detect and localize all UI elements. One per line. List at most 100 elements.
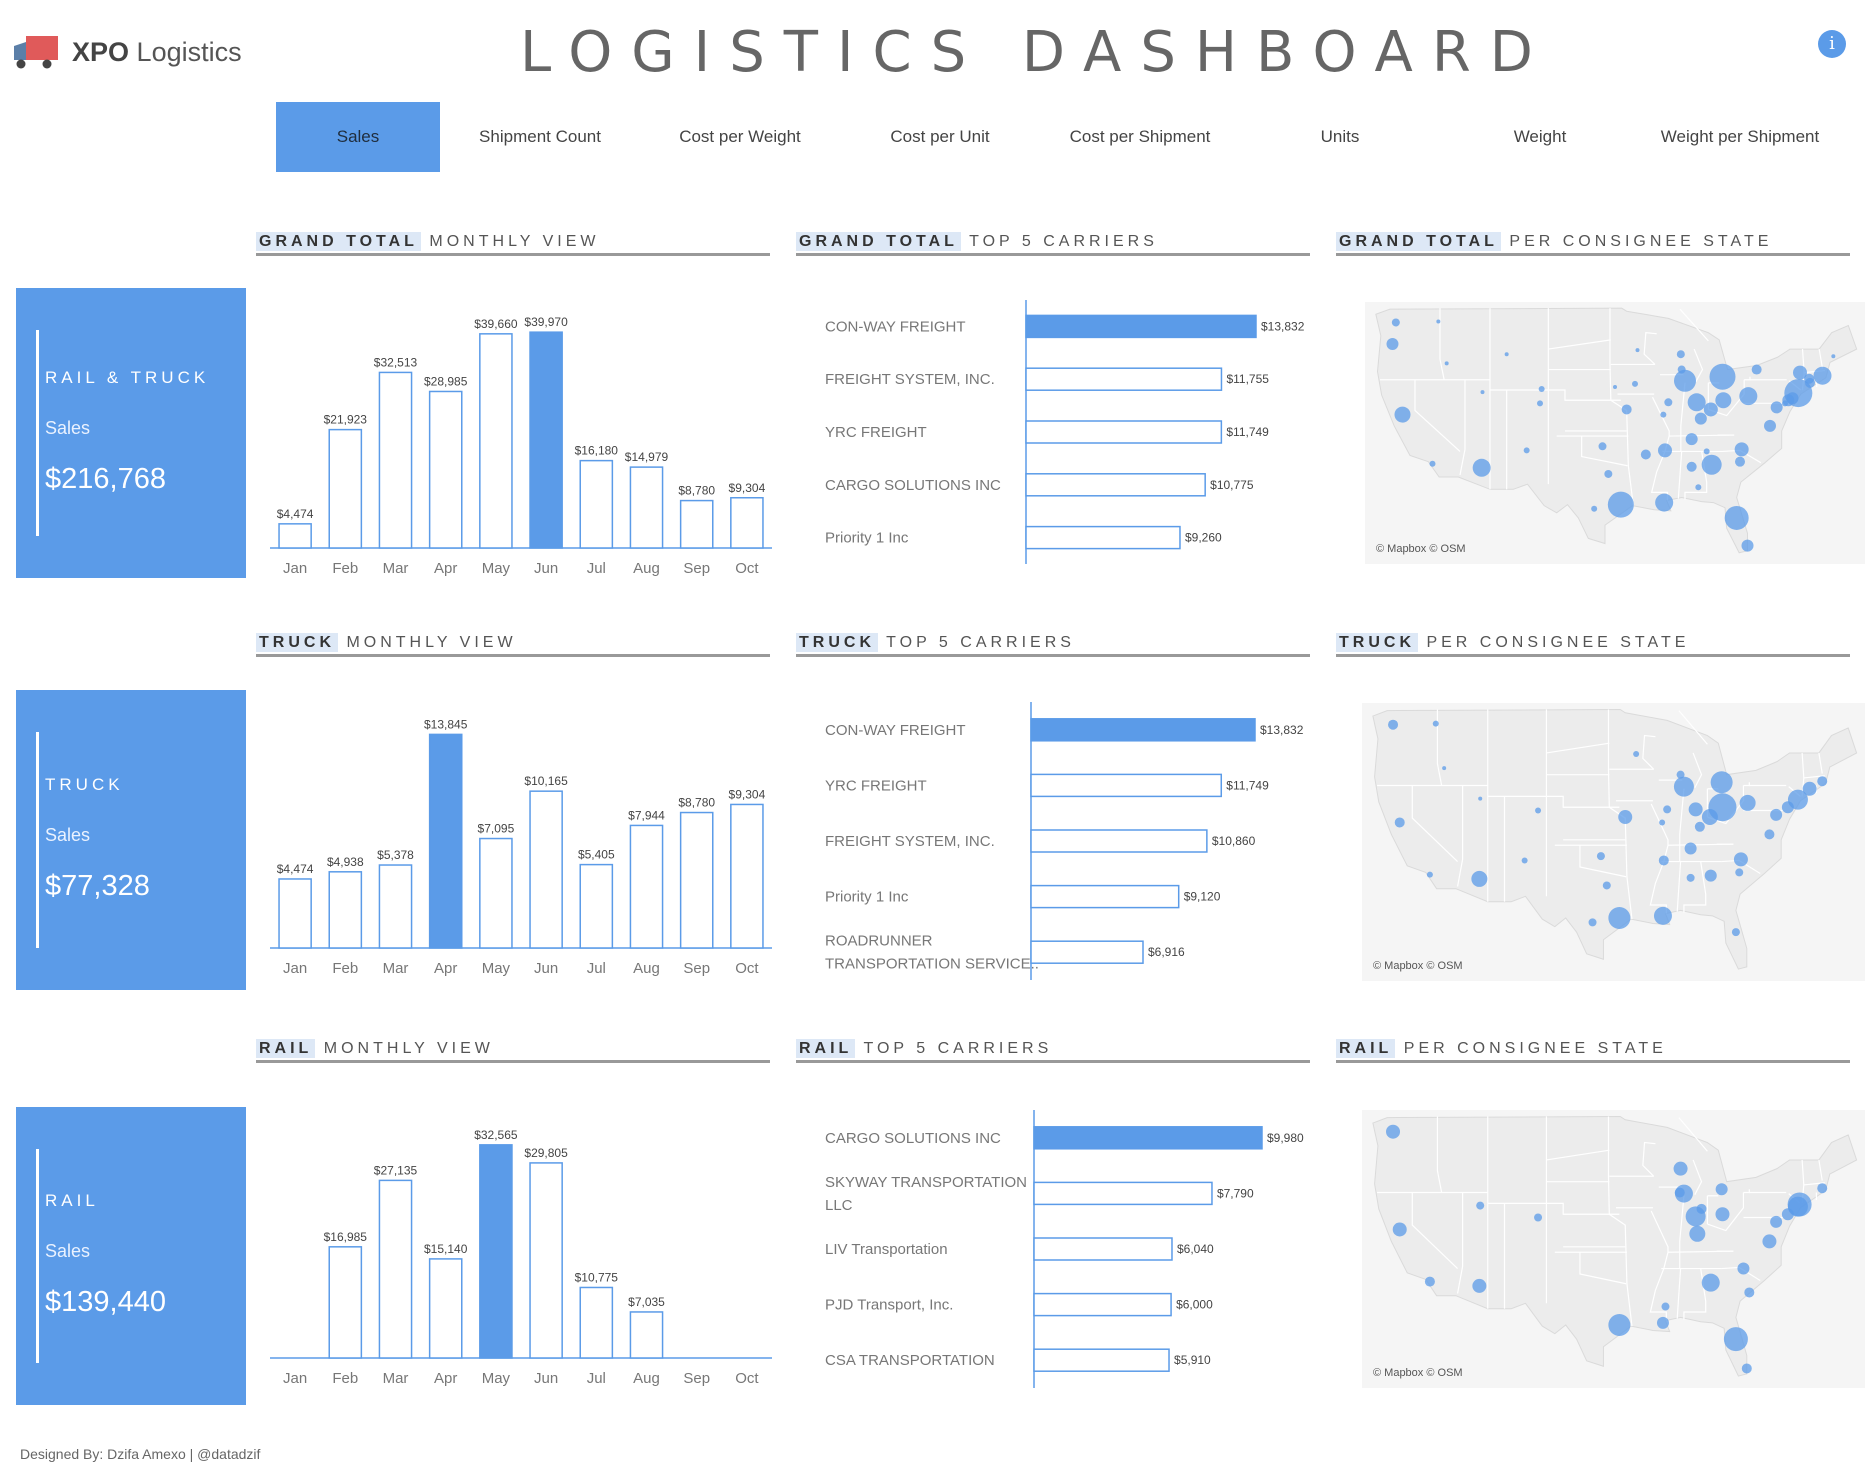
- state-bubble[interactable]: [1478, 796, 1483, 801]
- carrier-bar[interactable]: [1033, 1292, 1172, 1317]
- state-bubble[interactable]: [1596, 852, 1605, 861]
- state-bubble[interactable]: [1764, 419, 1776, 432]
- state-bubble[interactable]: [1715, 1183, 1728, 1196]
- state-bubble[interactable]: [1770, 401, 1783, 414]
- state-bubble[interactable]: [1817, 1183, 1828, 1194]
- tab-cost-per-unit[interactable]: Cost per Unit: [890, 127, 990, 146]
- state-bubble[interactable]: [1591, 505, 1598, 512]
- state-bubble[interactable]: [1618, 810, 1633, 825]
- bar-aug[interactable]: [629, 1311, 664, 1359]
- tab-sales[interactable]: Sales: [276, 102, 440, 172]
- state-bubble[interactable]: [1432, 720, 1439, 727]
- state-bubble[interactable]: [1388, 719, 1399, 730]
- state-bubble[interactable]: [1426, 871, 1433, 878]
- state-bubble[interactable]: [1476, 1201, 1485, 1210]
- state-bubble[interactable]: [1673, 1161, 1688, 1176]
- bar-may[interactable]: [479, 1144, 513, 1359]
- state-bubble[interactable]: [1688, 802, 1703, 817]
- state-bubble[interactable]: [1737, 1262, 1750, 1275]
- tab-units[interactable]: Units: [1320, 127, 1360, 146]
- state-bubble[interactable]: [1733, 852, 1748, 867]
- state-bubble[interactable]: [1701, 1273, 1720, 1292]
- state-bubble[interactable]: [1770, 1215, 1783, 1228]
- state-bubble[interactable]: [1442, 766, 1447, 771]
- state-bubble[interactable]: [1676, 350, 1685, 359]
- bar-oct[interactable]: [730, 497, 764, 549]
- carrier-bar[interactable]: [1030, 884, 1180, 909]
- state-bubble[interactable]: [1804, 373, 1815, 384]
- state-bubble[interactable]: [1802, 781, 1817, 796]
- bar-feb[interactable]: [328, 1246, 363, 1359]
- state-bubble[interactable]: [1633, 751, 1640, 758]
- carrier-bar[interactable]: [1030, 940, 1144, 964]
- state-bubble[interactable]: [1739, 387, 1758, 406]
- state-bubble[interactable]: [1787, 789, 1808, 810]
- state-bubble[interactable]: [1444, 361, 1449, 366]
- state-bubble[interactable]: [1602, 881, 1611, 890]
- carrier-bar[interactable]: [1025, 473, 1206, 497]
- state-bubble[interactable]: [1735, 868, 1744, 877]
- bar-jul[interactable]: [579, 863, 614, 949]
- bar-may[interactable]: [479, 333, 513, 549]
- state-bubble[interactable]: [1660, 411, 1667, 418]
- state-bubble[interactable]: [1471, 870, 1488, 887]
- carrier-bar[interactable]: [1033, 1348, 1170, 1372]
- bar-apr[interactable]: [428, 733, 463, 949]
- bar-may[interactable]: [479, 837, 513, 949]
- state-bubble[interactable]: [1708, 793, 1737, 822]
- state-bubble[interactable]: [1751, 364, 1762, 375]
- bar-mar[interactable]: [378, 1179, 413, 1359]
- state-bubble[interactable]: [1786, 392, 1799, 405]
- state-bubble[interactable]: [1731, 928, 1740, 937]
- state-bubble[interactable]: [1436, 319, 1441, 324]
- bar-sep[interactable]: [679, 811, 714, 949]
- state-bubble[interactable]: [1659, 819, 1666, 826]
- state-bubble[interactable]: [1813, 366, 1832, 385]
- tab-weight[interactable]: Weight: [1513, 127, 1567, 146]
- state-bubble[interactable]: [1831, 354, 1836, 359]
- state-bubble[interactable]: [1472, 458, 1491, 477]
- state-bubble[interactable]: [1523, 447, 1530, 454]
- carrier-bar[interactable]: [1025, 367, 1223, 391]
- state-bubble[interactable]: [1696, 1203, 1707, 1214]
- state-bubble[interactable]: [1535, 807, 1542, 814]
- bar-mar[interactable]: [378, 864, 413, 949]
- state-bubble[interactable]: [1685, 433, 1698, 446]
- bar-mar[interactable]: [378, 371, 413, 549]
- state-bubble[interactable]: [1793, 365, 1807, 380]
- state-bubble[interactable]: [1613, 384, 1617, 389]
- state-bubble[interactable]: [1534, 1213, 1543, 1222]
- state-bubble[interactable]: [1621, 404, 1632, 415]
- state-bubble[interactable]: [1715, 1207, 1730, 1222]
- info-icon[interactable]: i: [1818, 30, 1846, 58]
- bar-jan[interactable]: [278, 878, 312, 949]
- state-bubble[interactable]: [1739, 794, 1756, 811]
- state-bubble[interactable]: [1394, 406, 1411, 423]
- state-bubble[interactable]: [1424, 1276, 1435, 1287]
- bar-oct[interactable]: [730, 803, 764, 949]
- state-bubble[interactable]: [1694, 412, 1707, 425]
- state-bubble[interactable]: [1394, 817, 1405, 828]
- carrier-bar[interactable]: [1025, 420, 1223, 444]
- carrier-bar[interactable]: [1030, 718, 1256, 742]
- state-bubble[interactable]: [1588, 918, 1597, 927]
- state-bubble[interactable]: [1392, 1222, 1407, 1237]
- state-bubble[interactable]: [1472, 1278, 1487, 1293]
- bar-sep[interactable]: [679, 499, 714, 549]
- state-bubble[interactable]: [1676, 770, 1685, 779]
- state-bubble[interactable]: [1695, 484, 1702, 491]
- tab-cost-per-shipment[interactable]: Cost per Shipment: [1069, 127, 1211, 146]
- state-bubble[interactable]: [1604, 469, 1613, 478]
- tab-weight-per-shipment[interactable]: Weight per Shipment: [1660, 127, 1820, 146]
- carrier-bar[interactable]: [1033, 1181, 1213, 1206]
- state-bubble[interactable]: [1521, 857, 1528, 864]
- state-bubble[interactable]: [1741, 539, 1754, 552]
- state-bubble[interactable]: [1429, 460, 1436, 467]
- state-bubble[interactable]: [1701, 454, 1722, 475]
- state-bubble[interactable]: [1386, 1124, 1401, 1139]
- state-bubble[interactable]: [1762, 1234, 1777, 1249]
- state-bubble[interactable]: [1686, 461, 1697, 472]
- state-bubble[interactable]: [1658, 443, 1672, 458]
- state-bubble[interactable]: [1770, 808, 1783, 821]
- state-bubble[interactable]: [1709, 363, 1736, 390]
